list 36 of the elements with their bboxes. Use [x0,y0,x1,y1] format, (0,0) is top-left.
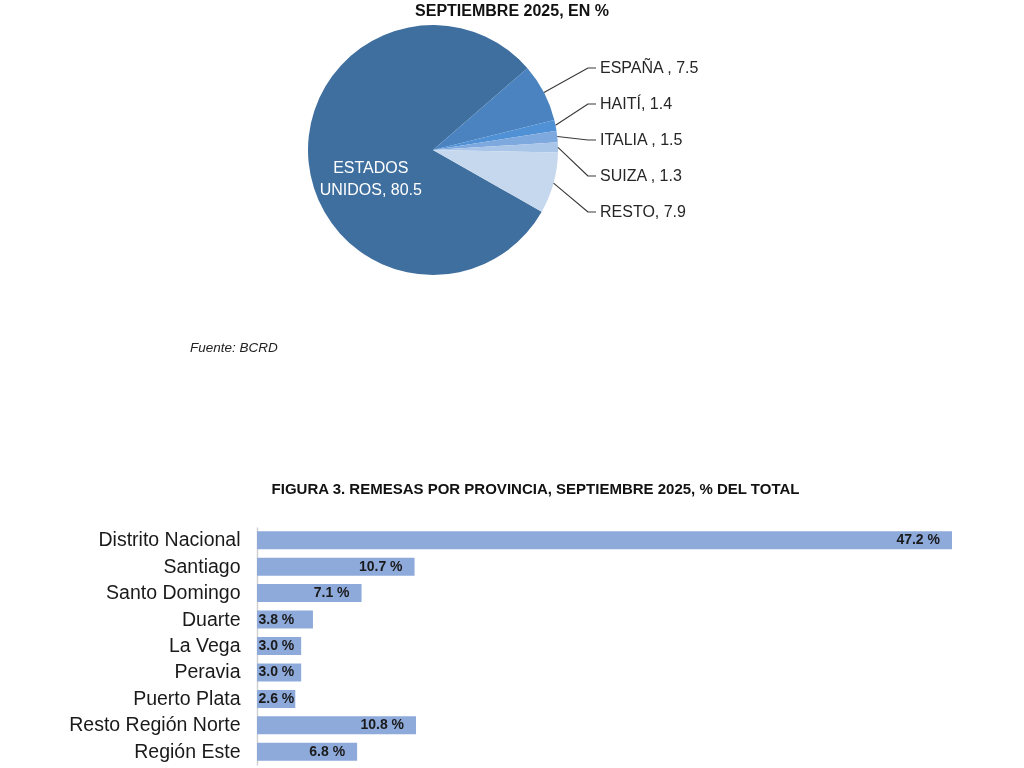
slice-label: HAITÍ, 1.4 [600,94,673,112]
pie-slice [308,25,542,275]
bar [257,584,362,603]
data-label: 10.7 % [358,557,404,574]
data-label: 10.8 % [360,716,405,733]
data-label: 3.8 % [258,610,295,627]
slice-label: RESTO, 7.9 [600,203,687,220]
y-tick-label: Santiago [163,554,241,577]
slice-label: ITALIA , 1.5 [600,131,683,148]
y-tick-label: Distrito Nacional [98,528,241,551]
slice-label: SUIZA , 1.3 [600,167,682,184]
pie-slice [433,150,558,212]
pie-slice [433,68,555,150]
slice-label: ESPAÑA , 7.5 [600,57,699,76]
bar [257,557,415,576]
y-tick-label: Resto Región Norte [69,713,241,736]
pie-slice [433,130,558,150]
data-label: 47.2 % [896,531,941,548]
y-tick-label: Peravia [174,660,241,683]
chart-title: FIGURA 3. REMESAS POR PROVINCIA, SEPTIEMBRE 2025, % DEL TOTAL [271,480,800,497]
pie-slice [433,119,557,150]
y-tick-label: Región Este [134,739,241,762]
source-note: Fuente: BCRD [190,340,279,355]
y-tick-label: Duarte [181,607,241,630]
bar [257,716,417,735]
bar [257,531,952,550]
chart-title: SEPTIEMBRE 2025, EN % [415,2,609,19]
y-tick-label: Puerto Plata [133,686,241,709]
slice-label: ESTADOS UNIDOS, 80.5 [319,159,423,199]
y-tick-label: La Vega [168,634,241,656]
data-label: 7.1 % [313,584,351,601]
data-label: 3.0 % [258,663,295,680]
data-label: 3.0 % [258,637,295,653]
y-tick-label: Santo Domingo [106,581,241,604]
data-label: 2.6 % [258,689,295,706]
data-label: 6.8 % [309,742,346,759]
